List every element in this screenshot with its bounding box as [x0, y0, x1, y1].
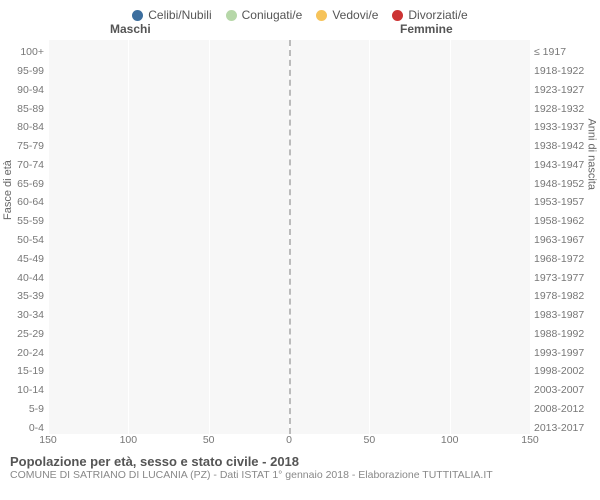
birth-year-label: 1978-1982: [534, 290, 600, 302]
age-label: 40-44: [0, 272, 44, 284]
pyramid-row: [48, 78, 530, 97]
header-male: Maschi: [110, 22, 151, 36]
population-pyramid-chart: Celibi/Nubili Coniugati/e Vedovi/e Divorzia…: [0, 0, 600, 500]
age-label: 5-9: [0, 403, 44, 415]
birth-year-label: ≤ 1917: [534, 46, 600, 58]
birth-year-label: 1928-1932: [534, 103, 600, 115]
legend-label: Celibi/Nubili: [148, 8, 211, 22]
birth-year-label: 1988-1992: [534, 328, 600, 340]
age-label: 95-99: [0, 65, 44, 77]
pyramid-row: [48, 340, 530, 359]
legend-swatch: [316, 10, 327, 21]
x-tick-label: 100: [441, 434, 459, 446]
age-label: 25-29: [0, 328, 44, 340]
birth-year-label: 1963-1967: [534, 234, 600, 246]
legend-item: Coniugati/e: [226, 8, 303, 22]
age-label: 0-4: [0, 422, 44, 434]
pyramid-row: [48, 246, 530, 265]
age-label: 35-39: [0, 290, 44, 302]
age-label: 30-34: [0, 309, 44, 321]
pyramid-row: [48, 59, 530, 78]
x-tick-label: 100: [120, 434, 138, 446]
age-label: 20-24: [0, 347, 44, 359]
plot-area: [48, 40, 530, 434]
x-tick-label: 150: [521, 434, 539, 446]
age-label: 100+: [0, 46, 44, 58]
pyramid-row: [48, 134, 530, 153]
pyramid-row: [48, 321, 530, 340]
birth-year-label: 1983-1987: [534, 309, 600, 321]
pyramid-row: [48, 359, 530, 378]
age-label: 55-59: [0, 215, 44, 227]
x-tick-label: 50: [203, 434, 215, 446]
pyramid-row: [48, 115, 530, 134]
age-label: 65-69: [0, 178, 44, 190]
birth-year-label: 1918-1922: [534, 65, 600, 77]
x-axis-ticks: 15010050050100150: [48, 434, 530, 450]
birth-year-label: 1998-2002: [534, 365, 600, 377]
age-label: 80-84: [0, 121, 44, 133]
age-label: 10-14: [0, 384, 44, 396]
legend-swatch: [392, 10, 403, 21]
legend-label: Coniugati/e: [242, 8, 303, 22]
x-tick-label: 50: [363, 434, 375, 446]
legend-item: Divorziati/e: [392, 8, 467, 22]
gender-headers: Maschi Femmine: [0, 22, 600, 40]
pyramid-row: [48, 153, 530, 172]
birth-year-label: 1973-1977: [534, 272, 600, 284]
grid-line: [530, 40, 531, 434]
age-label: 50-54: [0, 234, 44, 246]
age-label: 60-64: [0, 196, 44, 208]
legend-item: Celibi/Nubili: [132, 8, 211, 22]
chart-title: Popolazione per età, sesso e stato civil…: [10, 454, 590, 469]
chart-subtitle: COMUNE DI SATRIANO DI LUCANIA (PZ) - Dat…: [10, 469, 590, 481]
birth-year-label: 2008-2012: [534, 403, 600, 415]
pyramid-row: [48, 171, 530, 190]
birth-year-label: 1943-1947: [534, 159, 600, 171]
pyramid-row: [48, 40, 530, 59]
pyramid-row: [48, 96, 530, 115]
chart-footer: Popolazione per età, sesso e stato civil…: [0, 450, 600, 481]
age-label: 15-19: [0, 365, 44, 377]
birth-year-label: 2013-2017: [534, 422, 600, 434]
pyramid-row: [48, 415, 530, 434]
pyramid-row: [48, 265, 530, 284]
legend-swatch: [226, 10, 237, 21]
legend-swatch: [132, 10, 143, 21]
legend-label: Vedovi/e: [332, 8, 378, 22]
x-tick-label: 0: [286, 434, 292, 446]
pyramid-row: [48, 303, 530, 322]
legend-item: Vedovi/e: [316, 8, 378, 22]
x-tick-label: 150: [39, 434, 57, 446]
pyramid-row: [48, 190, 530, 209]
pyramid-row: [48, 378, 530, 397]
age-label: 45-49: [0, 253, 44, 265]
birth-year-label: 1953-1957: [534, 196, 600, 208]
birth-year-label: 1933-1937: [534, 121, 600, 133]
birth-year-label: 1923-1927: [534, 84, 600, 96]
birth-year-label: 1948-1952: [534, 178, 600, 190]
birth-year-label: 2003-2007: [534, 384, 600, 396]
pyramid-row: [48, 396, 530, 415]
age-label: 90-94: [0, 84, 44, 96]
pyramid-row: [48, 209, 530, 228]
legend: Celibi/Nubili Coniugati/e Vedovi/e Divorzia…: [0, 0, 600, 22]
header-female: Femmine: [400, 22, 453, 36]
age-label: 70-74: [0, 159, 44, 171]
pyramid-row: [48, 228, 530, 247]
birth-year-label: 1938-1942: [534, 140, 600, 152]
birth-year-label: 1993-1997: [534, 347, 600, 359]
legend-label: Divorziati/e: [408, 8, 467, 22]
age-label: 75-79: [0, 140, 44, 152]
birth-year-label: 1968-1972: [534, 253, 600, 265]
age-label: 85-89: [0, 103, 44, 115]
birth-year-label: 1958-1962: [534, 215, 600, 227]
pyramid-row: [48, 284, 530, 303]
